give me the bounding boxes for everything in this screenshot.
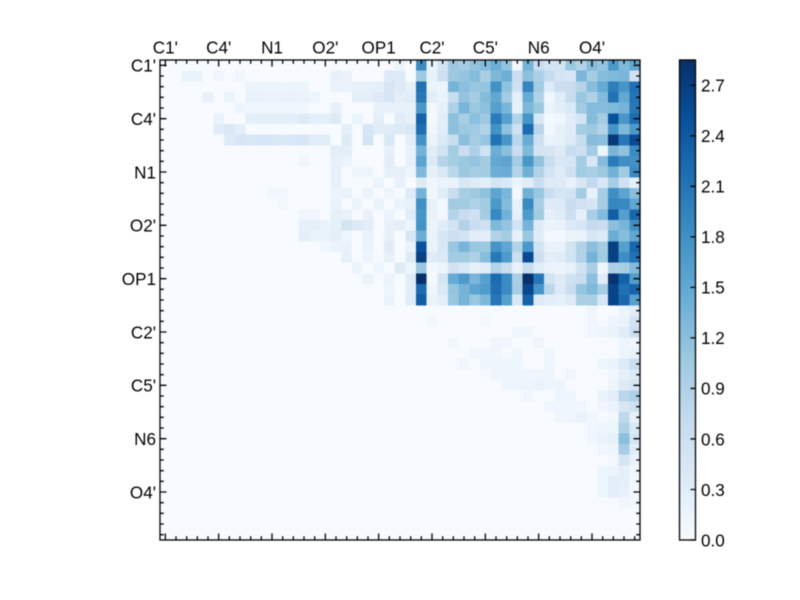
- svg-text:0.0: 0.0: [701, 531, 725, 550]
- svg-text:0.9: 0.9: [701, 380, 725, 399]
- svg-text:C1': C1': [131, 57, 156, 76]
- svg-text:2.7: 2.7: [701, 77, 725, 96]
- svg-text:1.2: 1.2: [701, 329, 725, 348]
- svg-text:OP1: OP1: [362, 38, 396, 57]
- svg-text:O2': O2': [130, 217, 156, 236]
- svg-text:N1: N1: [261, 38, 283, 57]
- svg-text:C1': C1': [153, 38, 178, 57]
- svg-text:N6: N6: [134, 430, 156, 449]
- svg-text:2.1: 2.1: [701, 178, 725, 197]
- svg-text:C2': C2': [131, 323, 156, 342]
- svg-text:N6: N6: [528, 38, 550, 57]
- svg-text:N1: N1: [134, 163, 156, 182]
- svg-text:1.8: 1.8: [701, 228, 725, 247]
- svg-text:O4': O4': [579, 38, 605, 57]
- svg-text:1.5: 1.5: [701, 279, 725, 298]
- svg-text:O4': O4': [130, 483, 156, 502]
- svg-text:C2': C2': [419, 38, 444, 57]
- svg-text:C4': C4': [206, 38, 231, 57]
- svg-text:0.3: 0.3: [701, 481, 725, 500]
- svg-text:C4': C4': [131, 110, 156, 129]
- svg-text:2.4: 2.4: [701, 127, 725, 146]
- svg-text:OP1: OP1: [122, 270, 156, 289]
- svg-text:C5': C5': [131, 377, 156, 396]
- svg-text:C5': C5': [473, 38, 498, 57]
- svg-text:0.6: 0.6: [701, 430, 725, 449]
- svg-text:O2': O2': [312, 38, 338, 57]
